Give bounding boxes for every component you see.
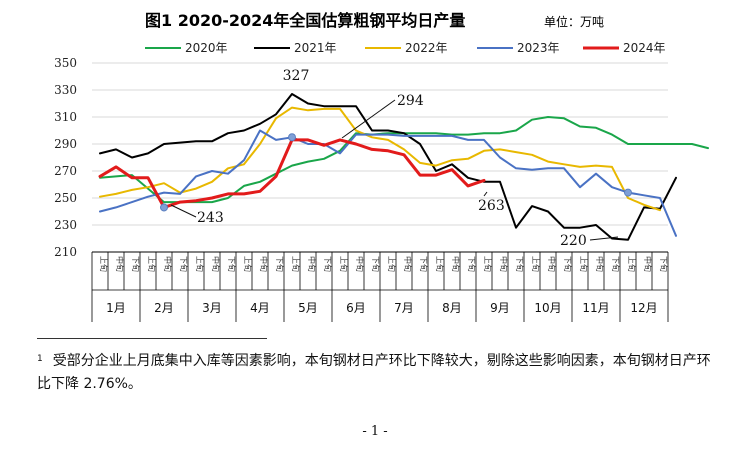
chart-unit-label: 单位：万吨 <box>544 14 604 29</box>
annotation-leader <box>170 204 197 218</box>
x-tick-label: 中旬 <box>211 256 221 272</box>
month-label: 7月 <box>394 301 414 315</box>
month-label: 2月 <box>154 301 174 315</box>
x-tick-label: 上旬 <box>531 256 541 272</box>
series-line-2021年 <box>99 93 677 241</box>
x-tick-label: 下旬 <box>659 256 669 272</box>
x-tick-label: 中旬 <box>163 256 173 272</box>
footnote-divider <box>37 338 267 339</box>
data-label: 327 <box>283 68 310 84</box>
x-tick-label: 中旬 <box>595 256 605 272</box>
y-tick-label: 270 <box>54 164 77 178</box>
data-label: 220 <box>560 233 587 249</box>
y-tick-label: 330 <box>54 83 77 97</box>
y-tick-label: 350 <box>54 56 77 70</box>
series-line-2024年 <box>98 138 486 209</box>
y-tick-label: 290 <box>54 137 77 151</box>
data-label: 243 <box>197 210 224 226</box>
x-tick-label: 中旬 <box>643 256 653 272</box>
x-tick-label: 下旬 <box>227 256 237 272</box>
data-marker <box>160 203 168 212</box>
footnote-text: 受部分企业上月底集中入库等因素影响，本旬钢材日产环比下降较大，剔除这些影响因素，… <box>37 353 711 392</box>
month-label: 5月 <box>298 301 318 315</box>
x-tick-label: 下旬 <box>179 256 189 272</box>
x-tick-label: 上旬 <box>99 256 109 272</box>
y-tick-label: 250 <box>54 191 77 205</box>
x-tick-label: 下旬 <box>323 256 333 272</box>
x-tick-label: 上旬 <box>339 256 349 272</box>
x-tick-label: 下旬 <box>467 256 477 272</box>
series-line-2023年 <box>99 129 677 237</box>
x-tick-label: 中旬 <box>499 256 509 272</box>
month-label: 10月 <box>534 301 561 315</box>
annotation-leader <box>483 191 488 197</box>
x-tick-label: 下旬 <box>611 256 621 272</box>
x-tick-label: 上旬 <box>435 256 445 272</box>
x-tick-label: 上旬 <box>243 256 253 272</box>
data-marker <box>288 133 296 142</box>
x-tick-label: 中旬 <box>355 256 365 272</box>
x-tick-label: 下旬 <box>419 256 429 272</box>
x-tick-label: 中旬 <box>403 256 413 272</box>
month-label: 9月 <box>490 301 510 315</box>
legend-label-2022年: 2022年 <box>405 41 448 55</box>
x-tick-label: 下旬 <box>515 256 525 272</box>
x-tick-label: 上旬 <box>195 256 205 272</box>
month-label: 8月 <box>442 301 462 315</box>
x-tick-label: 下旬 <box>371 256 381 272</box>
month-label: 1月 <box>106 301 126 315</box>
month-label: 3月 <box>202 301 222 315</box>
data-marker <box>624 188 632 197</box>
chart-title: 图1 2020-2024年全国估算粗钢平均日产量 <box>145 11 465 30</box>
x-tick-label: 下旬 <box>131 256 141 272</box>
month-label: 6月 <box>346 301 366 315</box>
footnote-marker: 1 <box>37 354 43 364</box>
x-tick-label: 上旬 <box>147 256 157 272</box>
annotation-leader <box>589 236 619 241</box>
x-tick-label: 上旬 <box>579 256 589 272</box>
x-tick-label: 中旬 <box>451 256 461 272</box>
month-label: 11月 <box>582 301 609 315</box>
footnote: 1 受部分企业上月底集中入库等因素影响，本旬钢材日产环比下降较大，剔除这些影响因素… <box>37 350 717 396</box>
y-tick-label: 230 <box>54 218 77 232</box>
page-number: - 1 - <box>362 424 388 439</box>
data-label: 263 <box>478 198 505 214</box>
month-label: 12月 <box>630 301 657 315</box>
x-tick-label: 上旬 <box>387 256 397 272</box>
x-tick-label: 中旬 <box>307 256 317 272</box>
steel-output-chart: 图1 2020-2024年全国估算粗钢平均日产量 单位：万吨 2020年 2021年 2… <box>54 11 709 322</box>
x-tick-label: 上旬 <box>483 256 493 272</box>
x-tick-label: 上旬 <box>627 256 637 272</box>
month-label: 4月 <box>250 301 270 315</box>
legend-label-2021年: 2021年 <box>294 41 337 55</box>
series-line-2022年 <box>99 106 661 212</box>
x-tick-label: 下旬 <box>563 256 573 272</box>
x-tick-label: 上旬 <box>291 256 301 272</box>
y-tick-label: 210 <box>54 245 77 259</box>
x-tick-label: 中旬 <box>547 256 557 272</box>
annotation-leader <box>341 99 396 139</box>
legend-label-2023年: 2023年 <box>517 41 560 55</box>
data-label: 294 <box>397 93 424 109</box>
x-tick-label: 中旬 <box>259 256 269 272</box>
legend-label-2020年: 2020年 <box>185 41 228 55</box>
x-tick-label: 中旬 <box>115 256 125 272</box>
y-tick-label: 310 <box>54 110 77 124</box>
legend-label-2024年: 2024年 <box>623 41 666 55</box>
x-tick-label: 下旬 <box>275 256 285 272</box>
